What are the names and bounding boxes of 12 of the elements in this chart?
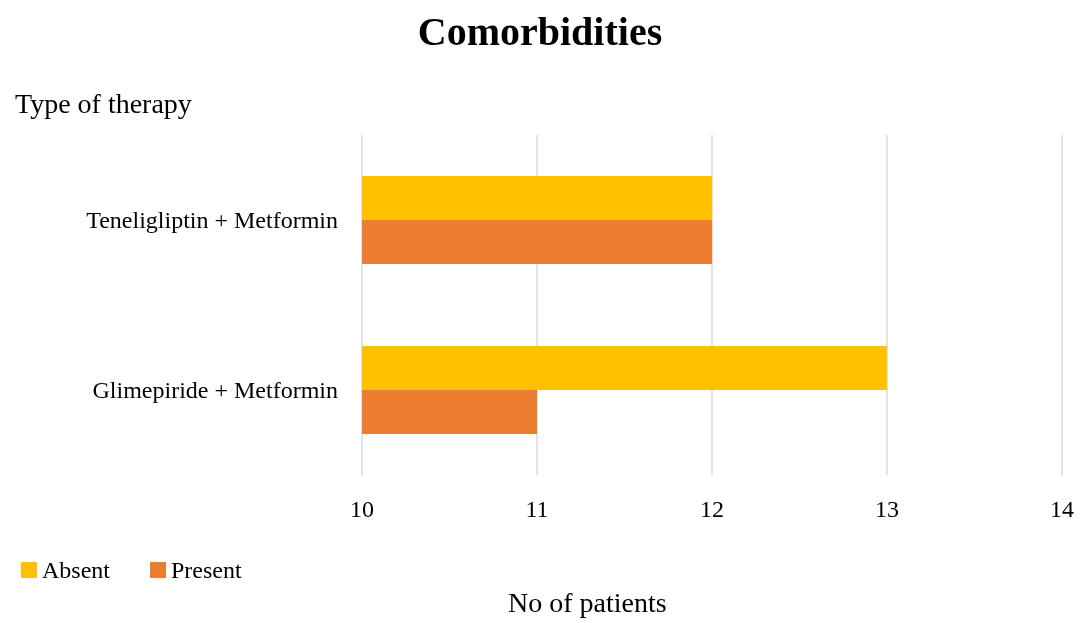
x-axis-title: No of patients [508, 586, 667, 618]
y-tick-label: Teneligliptin + Metformin [86, 207, 338, 233]
x-tick-label: 14 [1050, 496, 1074, 522]
x-tick-label: 12 [700, 496, 724, 522]
chart-title: Comorbidities [417, 8, 663, 54]
x-tick-label: 13 [875, 496, 899, 522]
y-tick-label: Glimepiride + Metformin [92, 377, 338, 403]
legend-label: Absent [42, 557, 111, 583]
x-tick-label: 10 [350, 496, 374, 522]
y-axis-title: Type of therapy [15, 87, 192, 119]
x-tick-label: 11 [525, 496, 549, 522]
legend-label: Present [170, 557, 242, 583]
